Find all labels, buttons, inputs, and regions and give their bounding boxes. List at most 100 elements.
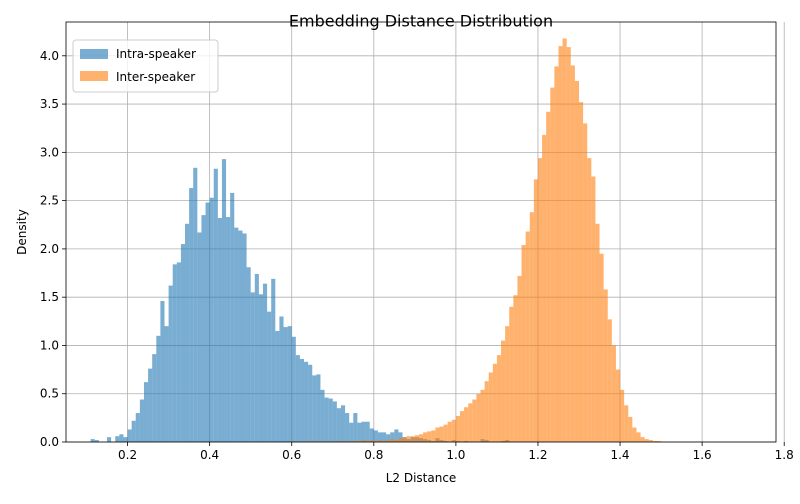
histogram-bar <box>488 372 493 442</box>
histogram-bar <box>324 397 329 442</box>
histogram-bar <box>262 283 268 442</box>
histogram-bar <box>205 202 210 442</box>
histogram-bar <box>336 408 341 442</box>
histogram-bar <box>529 212 534 442</box>
legend-swatch-intra <box>80 49 108 59</box>
histogram-bar <box>484 381 489 442</box>
histogram-bar <box>406 436 411 442</box>
histogram-bar <box>624 405 629 442</box>
histogram-bar <box>472 399 477 442</box>
histogram-bar <box>492 363 497 442</box>
histogram-bar <box>611 345 616 442</box>
histogram-bar <box>234 227 239 442</box>
histogram-bar <box>291 441 296 442</box>
histogram-bar <box>615 369 621 442</box>
histogram-bar <box>197 232 202 442</box>
histogram-bar <box>250 292 255 442</box>
histogram-bar <box>595 223 600 442</box>
grid-layer <box>66 22 785 443</box>
histogram-bar <box>332 401 337 442</box>
histogram-bar <box>394 429 399 442</box>
x-tick-label: 1.4 <box>610 448 629 462</box>
histogram-bar <box>340 441 346 442</box>
histogram-bar <box>283 327 288 442</box>
histogram-bar <box>304 361 309 442</box>
histogram-bar <box>505 326 510 442</box>
histogram-bar <box>537 158 543 442</box>
y-ticks: 0.0 0.5 1.0 1.5 2.0 2.5 3.0 3.5 4.0 <box>40 49 66 449</box>
histogram-bar <box>468 403 473 442</box>
histogram-bar <box>558 46 563 442</box>
histogram-bar <box>320 389 325 442</box>
histogram-bar <box>386 434 391 442</box>
histogram-bar <box>361 421 366 442</box>
histogram-bar <box>209 197 214 442</box>
histogram-bar <box>135 413 140 442</box>
plot-frame <box>65 21 777 443</box>
y-tick-label: 1.0 <box>40 338 59 352</box>
histogram-bar <box>628 416 633 442</box>
y-tick-label: 3.5 <box>40 97 59 111</box>
y-tick-label: 0.0 <box>40 435 59 449</box>
histogram-bar <box>439 426 444 442</box>
histogram-bar <box>299 358 305 442</box>
histogram-bar <box>562 38 567 443</box>
histogram-bar <box>328 441 333 442</box>
x-tick-label: 0.4 <box>200 448 219 462</box>
histogram-bar <box>394 440 399 442</box>
histogram-bar <box>123 437 128 442</box>
histogram-bar <box>603 289 608 442</box>
histogram-bar <box>189 188 194 442</box>
legend-swatch-inter <box>80 71 108 81</box>
histogram-bar <box>312 375 317 442</box>
histogram-bar <box>127 429 132 442</box>
x-tick-label: 0.6 <box>282 448 301 462</box>
histogram-bar <box>390 439 395 442</box>
histogram-bar <box>328 398 333 442</box>
histogram-bar <box>308 364 313 442</box>
histogram-bar <box>312 441 317 442</box>
histogram-bar <box>148 368 153 442</box>
histogram-bar <box>160 301 165 442</box>
series-1 <box>291 38 662 443</box>
histogram-bar <box>213 168 218 443</box>
histogram-bar <box>271 278 276 442</box>
histogram-bar <box>115 436 120 442</box>
histogram-bar <box>267 311 272 442</box>
histogram-bar <box>652 441 657 442</box>
histogram-bar <box>632 427 637 442</box>
histogram-bar <box>304 441 309 442</box>
histogram-bar <box>287 326 292 442</box>
histogram-bar <box>546 111 551 443</box>
histogram-bar <box>365 421 370 442</box>
histogram-bar <box>656 441 662 442</box>
histogram-bar <box>180 244 186 442</box>
histogram-bar <box>295 355 300 442</box>
histogram-bar <box>464 407 469 442</box>
histogram-bar <box>246 267 251 442</box>
histogram-bar <box>525 231 530 442</box>
histogram-bar <box>349 441 354 442</box>
y-tick-label: 4.0 <box>40 49 59 63</box>
histogram-bar <box>554 66 559 443</box>
histogram-bar <box>587 158 592 442</box>
histogram-bar <box>316 374 321 442</box>
histogram-bar <box>591 176 596 442</box>
histogram-bar <box>521 245 526 442</box>
histogram-bar <box>258 294 263 442</box>
y-tick-label: 3.0 <box>40 145 59 159</box>
histogram-bar <box>156 335 161 442</box>
histogram-bar <box>357 422 362 442</box>
histogram-bar <box>414 435 419 442</box>
histogram-bar <box>476 393 481 442</box>
histogram-bar <box>398 438 403 442</box>
histogram-bar <box>402 437 407 442</box>
histogram-bar <box>513 295 518 442</box>
histogram-bar <box>275 330 280 442</box>
series-layer <box>90 38 662 443</box>
histogram-bar <box>517 275 522 442</box>
histogram-bar <box>349 422 354 442</box>
y-tick-label: 0.5 <box>40 387 59 401</box>
histogram-bar <box>361 440 366 442</box>
